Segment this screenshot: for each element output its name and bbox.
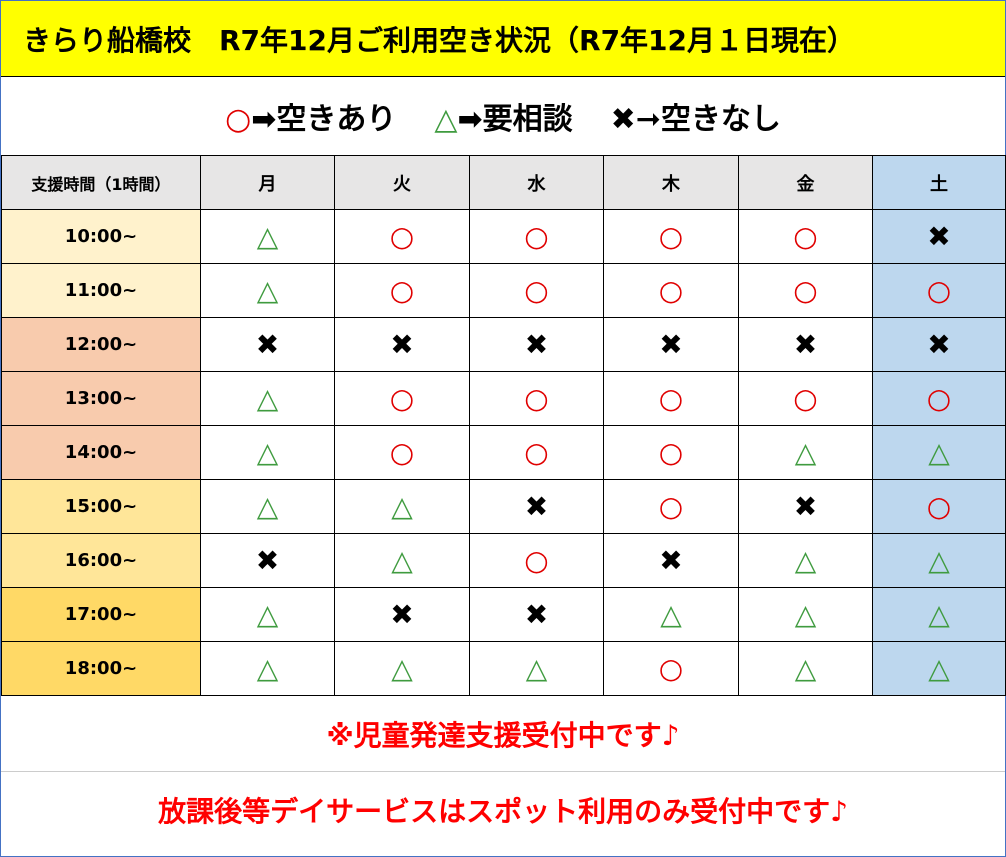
status-cell: ○ (738, 209, 873, 264)
table-row: 16:00~ ✖ △ ○ ✖ △ △ (1, 533, 1006, 588)
status-cell: △ (872, 587, 1006, 642)
status-cell: ○ (469, 371, 604, 426)
time-cell: 15:00~ (1, 479, 201, 534)
header-row: 支援時間（1時間）月火水木金土 (1, 155, 1006, 210)
status-cell: △ (872, 425, 1006, 480)
status-cell: ✖ (200, 533, 335, 588)
status-cell: ○ (872, 371, 1006, 426)
status-cell: ○ (469, 533, 604, 588)
status-cell: ○ (603, 479, 739, 534)
status-cell: ✖ (603, 317, 739, 372)
status-cell: △ (738, 587, 873, 642)
column-header: 水 (469, 155, 604, 210)
status-cell: △ (200, 371, 335, 426)
legend: ○➡空きあり △➡要相談 ✖➞空きなし (1, 77, 1005, 155)
time-cell: 17:00~ (1, 587, 201, 642)
time-cell: 16:00~ (1, 533, 201, 588)
column-header: 木 (603, 155, 739, 210)
status-cell: ✖ (738, 479, 873, 534)
legend-text: ➞空きなし (635, 102, 781, 137)
status-cell: ✖ (334, 587, 470, 642)
table-row: 17:00~ △ ✖ ✖ △ △ △ (1, 587, 1006, 642)
status-cell: ✖ (200, 317, 335, 372)
table-row: 10:00~ △ ○ ○ ○ ○ ✖ (1, 209, 1006, 264)
status-cell: △ (603, 587, 739, 642)
column-header: 金 (738, 155, 873, 210)
status-cell: ○ (738, 371, 873, 426)
table-row: 14:00~ △ ○ ○ ○ △ △ (1, 425, 1006, 480)
legend-item: ✖➞空きなし (611, 94, 781, 138)
status-cell: △ (872, 641, 1006, 696)
table-row: 18:00~ △ △ △ ○ △ △ (1, 641, 1006, 696)
time-cell: 10:00~ (1, 209, 201, 264)
column-header: 火 (334, 155, 470, 210)
status-cell: ○ (469, 425, 604, 480)
status-cell: ○ (872, 263, 1006, 318)
time-cell: 11:00~ (1, 263, 201, 318)
status-cell: △ (200, 587, 335, 642)
status-cell: ○ (334, 209, 470, 264)
table-row: 11:00~ △ ○ ○ ○ ○ ○ (1, 263, 1006, 318)
status-cell: △ (200, 425, 335, 480)
status-cell: ○ (469, 209, 604, 264)
status-cell: ✖ (469, 479, 604, 534)
status-cell: ○ (603, 641, 739, 696)
legend-symbol: ○ (225, 102, 252, 137)
title: きらり船橋校 R7年12月ご利用空き状況（R7年12月１日現在） (1, 1, 1005, 77)
status-cell: ✖ (469, 587, 604, 642)
status-cell: ✖ (738, 317, 873, 372)
status-cell: △ (738, 425, 873, 480)
status-cell: ○ (738, 263, 873, 318)
time-cell: 13:00~ (1, 371, 201, 426)
status-cell: △ (738, 641, 873, 696)
legend-item: △➡要相談 (434, 94, 572, 138)
status-cell: △ (200, 479, 335, 534)
status-cell: ○ (334, 425, 470, 480)
status-cell: △ (334, 641, 470, 696)
time-cell: 12:00~ (1, 317, 201, 372)
status-cell: △ (872, 533, 1006, 588)
status-cell: ✖ (603, 533, 739, 588)
column-header: 月 (200, 155, 335, 210)
status-cell: ○ (603, 425, 739, 480)
table-row: 15:00~ △ △ ✖ ○ ✖ ○ (1, 479, 1006, 534)
status-cell: △ (200, 209, 335, 264)
status-cell: ○ (603, 371, 739, 426)
status-cell: △ (334, 479, 470, 534)
note: 放課後等デイサービスはスポット利用のみ受付中です♪ (158, 794, 848, 828)
legend-item: ○➡空きあり (225, 94, 396, 138)
column-header: 支援時間（1時間） (1, 155, 201, 210)
legend-text: ➡要相談 (457, 102, 573, 137)
status-cell: ✖ (872, 209, 1006, 264)
status-cell: △ (200, 641, 335, 696)
status-cell: △ (200, 263, 335, 318)
status-cell: ○ (603, 263, 739, 318)
status-cell: ○ (603, 209, 739, 264)
column-header: 土 (872, 155, 1006, 210)
status-cell: ○ (872, 479, 1006, 534)
status-cell: ○ (469, 263, 604, 318)
legend-symbol: ✖ (610, 102, 636, 137)
table-row: 13:00~ △ ○ ○ ○ ○ ○ (1, 371, 1006, 426)
legend-text: ➡空きあり (251, 102, 397, 137)
status-cell: ✖ (872, 317, 1006, 372)
status-cell: △ (738, 533, 873, 588)
status-cell: ✖ (334, 317, 470, 372)
note: ※児童発達支援受付中です♪ (1, 696, 1005, 772)
status-cell: ○ (334, 263, 470, 318)
availability-table: 支援時間（1時間）月火水木金土 10:00~ △ ○ ○ ○ ○ ✖ 11:00~ △ ○ ○ ○ ○ ○… (1, 155, 1006, 696)
legend-symbol: △ (434, 102, 458, 137)
time-cell: 18:00~ (1, 641, 201, 696)
status-cell: △ (334, 533, 470, 588)
status-cell: △ (469, 641, 604, 696)
status-cell: ✖ (469, 317, 604, 372)
time-cell: 14:00~ (1, 425, 201, 480)
table-row: 12:00~ ✖ ✖ ✖ ✖ ✖ ✖ (1, 317, 1006, 372)
status-cell: ○ (334, 371, 470, 426)
